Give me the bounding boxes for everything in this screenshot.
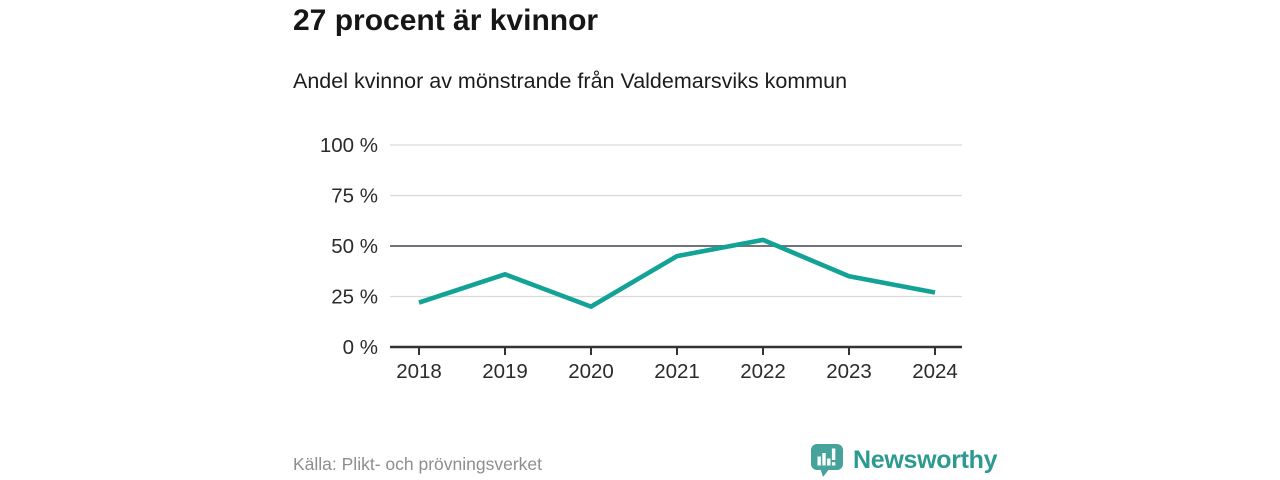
y-axis-tick-label: 25 % [331, 286, 378, 309]
x-axis-tick-label: 2024 [912, 360, 958, 383]
bar-chart-speech-bubble-icon [811, 444, 843, 477]
brand-name: Newsworthy [853, 445, 998, 474]
x-axis-tick-label: 2022 [740, 360, 786, 383]
x-axis-tick-label: 2023 [826, 360, 872, 383]
newsworthy-brand: Newsworthy [810, 443, 998, 477]
chart-subtitle: Andel kvinnor av mönstrande från Valdema… [293, 69, 848, 93]
x-axis-tick-label: 2018 [396, 360, 442, 383]
line-chart-svg: 0 % 25 % 50 % 75 % 100 % 2018 2019 2020 2021 2022… [320, 134, 962, 383]
chart-title: 27 procent är kvinnor [293, 4, 599, 37]
x-axis-tick-label: 2019 [482, 360, 528, 383]
x-axis-tick-label: 2021 [654, 360, 700, 383]
data-line-andel-kvinnor [418, 237, 936, 309]
y-axis-tick-label: 50 % [331, 235, 378, 258]
source-note: Källa: Plikt- och prövningsverket [293, 454, 542, 474]
line-chart: 0 % 25 % 50 % 75 % 100 % 2018 2019 2020 2021 2022… [290, 133, 980, 393]
y-axis-tick-label: 100 % [320, 134, 378, 157]
y-axis-tick-label: 75 % [331, 185, 378, 208]
x-axis-tick-label: 2020 [568, 360, 614, 383]
y-axis-tick-label: 0 % [343, 336, 378, 359]
